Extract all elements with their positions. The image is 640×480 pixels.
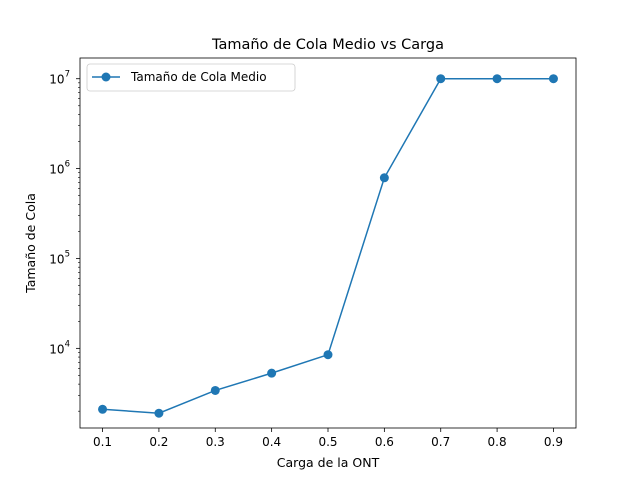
- data-point: [379, 173, 389, 183]
- x-tick-label: 0.3: [206, 435, 225, 449]
- legend-box: [86, 63, 296, 92]
- y-tick-label: 106: [49, 160, 70, 177]
- x-tick-label: 0.4: [262, 435, 281, 449]
- data-point: [492, 74, 502, 84]
- data-point: [154, 408, 164, 418]
- y-axis-label: Tamaño de Cola: [23, 193, 38, 294]
- legend-marker-swatch: [101, 72, 111, 82]
- y-axis-ticks: 104 105 106 107: [49, 70, 80, 412]
- x-axis-ticks: 0.1 0.2 0.3 0.4 0.5 0.6 0.7 0.8 0.9: [93, 428, 563, 449]
- legend-label: Tamaño de Cola Medio: [130, 70, 267, 84]
- data-point: [323, 350, 333, 360]
- x-tick-label: 0.2: [149, 435, 168, 449]
- legend: Tamaño de Cola Medio: [86, 63, 296, 92]
- x-axis-label: Carga de la ONT: [277, 455, 380, 470]
- x-tick-label: 0.9: [544, 435, 563, 449]
- x-tick-label: 0.7: [431, 435, 450, 449]
- x-tick-label: 0.1: [93, 435, 112, 449]
- y-tick-label: 104: [49, 339, 70, 356]
- data-point: [98, 404, 108, 414]
- y-tick-label: 105: [49, 249, 70, 266]
- data-point: [210, 385, 220, 395]
- plot-area: [80, 58, 576, 428]
- chart-title: Tamaño de Cola Medio vs Carga: [211, 37, 444, 53]
- data-point: [548, 74, 558, 84]
- data-point: [436, 74, 446, 84]
- data-point: [267, 368, 277, 378]
- x-tick-label: 0.8: [488, 435, 507, 449]
- series-layer: [98, 74, 558, 418]
- x-tick-label: 0.5: [318, 435, 337, 449]
- x-tick-label: 0.6: [375, 435, 394, 449]
- y-tick-label: 107: [49, 70, 70, 87]
